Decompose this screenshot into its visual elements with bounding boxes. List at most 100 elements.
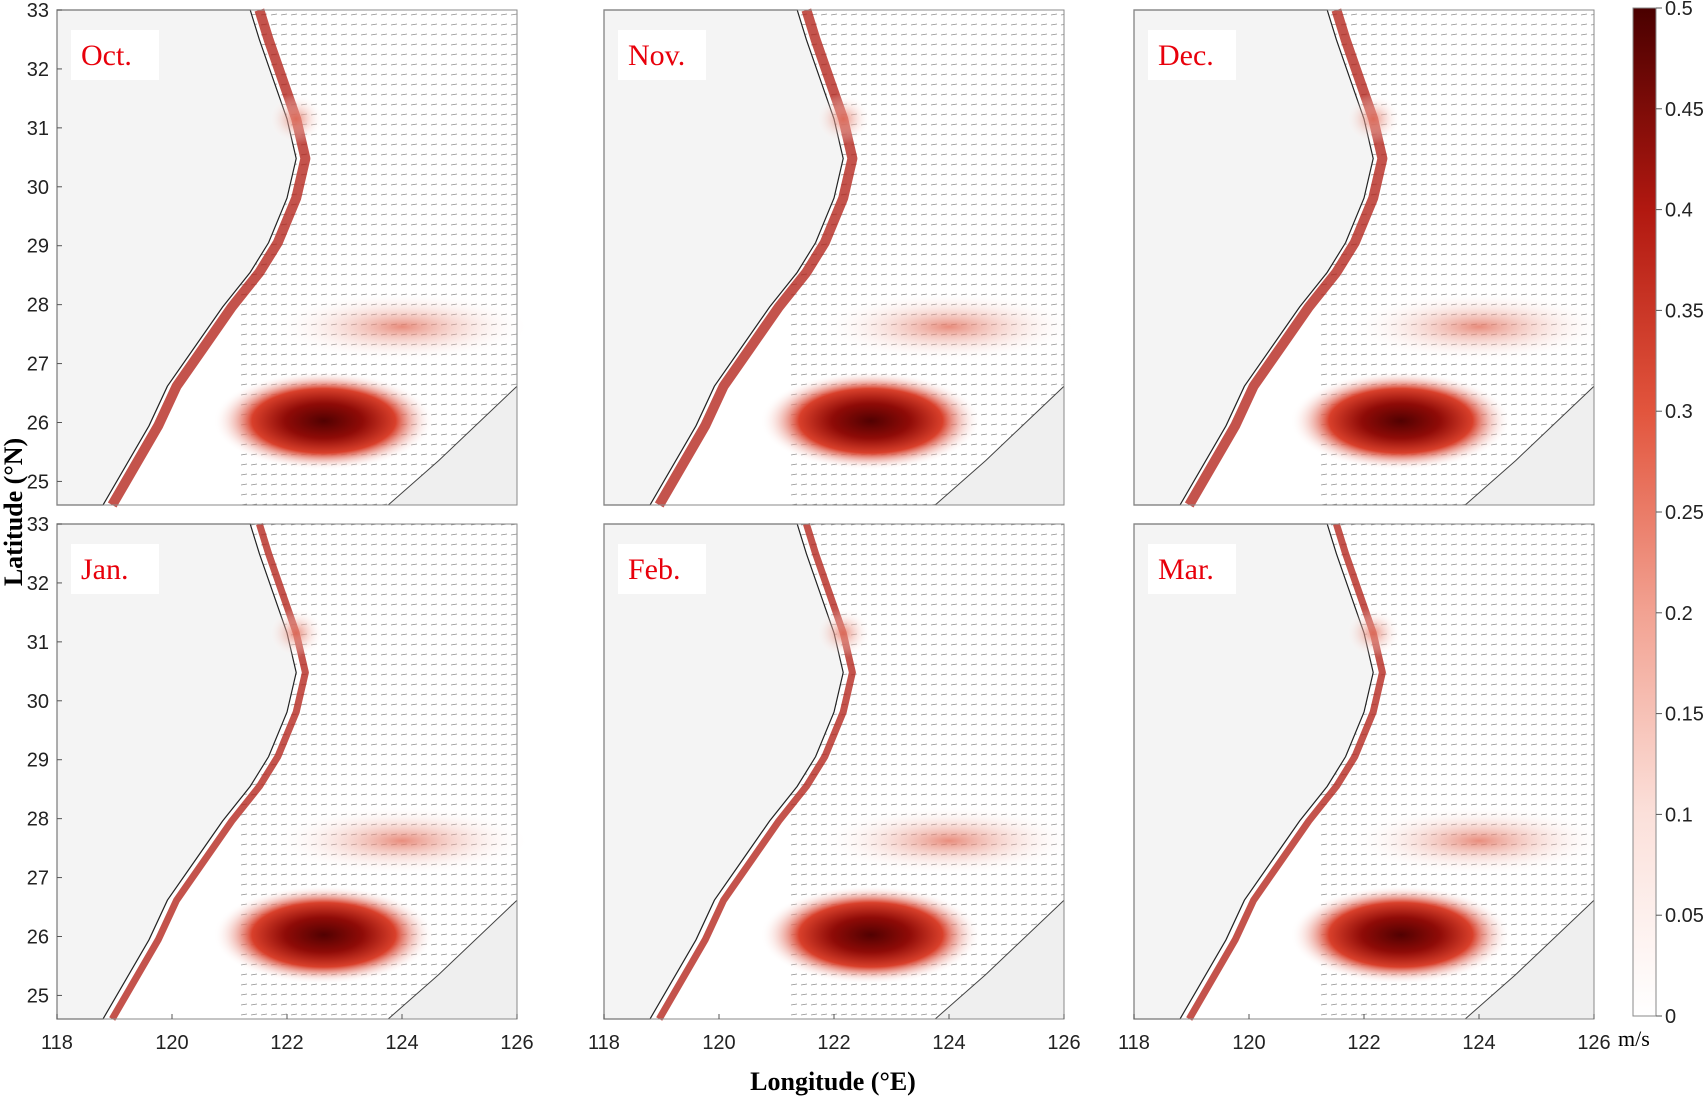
x-tick-label: 118: [41, 1032, 73, 1054]
colorbar-tick-label: 0.3: [1665, 401, 1693, 423]
land-coastline: [1133, 9, 1374, 506]
estuary-flow: [1345, 94, 1401, 144]
offshore-flow: [273, 292, 531, 362]
map-panel: Feb. 118 120 122 124 126: [588, 522, 1081, 1054]
coastal-current: [107, 8, 311, 508]
y-tick-label: 25: [27, 985, 49, 1007]
x-tick-label: 124: [385, 1032, 418, 1054]
month-label: Dec.: [1158, 39, 1214, 72]
x-tick-label: 126: [1577, 1032, 1610, 1054]
x-tick-label: 118: [1118, 1032, 1150, 1054]
y-tick-label: 28: [27, 809, 49, 831]
colorbar-tick-label: 0.5: [1665, 0, 1693, 20]
panel-frame: [56, 9, 518, 506]
panel-frame: [603, 9, 1065, 506]
colorbar-tick-label: 0.15: [1665, 704, 1704, 726]
x-tick-label: 120: [702, 1032, 735, 1054]
estuary-flow: [815, 94, 871, 144]
x-tick-label: 122: [817, 1032, 850, 1054]
y-tick-label: 27: [27, 868, 49, 890]
colorbar-tick-label: 0.25: [1665, 502, 1704, 524]
land-coastline: [1133, 523, 1374, 1020]
y-tick-label: 26: [27, 413, 49, 435]
strait-jet: [1290, 371, 1512, 471]
y-tick-label: 31: [27, 118, 49, 140]
land-coastline: [603, 523, 844, 1020]
colorbar-tick-label: 0.45: [1665, 99, 1704, 121]
colorbar-tick-label: 0.05: [1665, 905, 1704, 927]
x-tick-label: 124: [932, 1032, 965, 1054]
strait-jet: [213, 371, 435, 471]
month-label: Mar.: [1158, 553, 1214, 586]
map-panel: Oct. 33 32 31 30 29 28 27 26 25: [27, 0, 531, 508]
colorbar-tick-label: 0.35: [1665, 300, 1704, 322]
offshore-flow: [1350, 292, 1608, 362]
colorbar-tick-label: 0.1: [1665, 804, 1693, 826]
y-tick-label: 29: [27, 750, 49, 772]
y-tick-label: 32: [27, 573, 49, 595]
x-axis-title: Longitude (°E): [750, 1067, 916, 1096]
coastal-current: [656, 522, 856, 1021]
coastal-current: [109, 522, 309, 1021]
offshore-flow: [820, 292, 1078, 362]
offshore-flow: [820, 806, 1078, 876]
map-panel: Mar. 118 120 122 124 126: [1118, 522, 1611, 1054]
colorbar-tick-label: 0.4: [1665, 200, 1693, 222]
x-tick-label: 126: [1047, 1032, 1080, 1054]
land-coastline: [603, 9, 844, 506]
strait-jet: [1290, 885, 1512, 985]
month-label: Nov.: [628, 39, 685, 72]
estuary-flow: [1345, 608, 1401, 658]
colorbar-unit: m/s: [1618, 1026, 1650, 1051]
x-tick-label: 122: [270, 1032, 303, 1054]
offshore-flow: [273, 806, 531, 876]
map-panel: Dec.: [1133, 8, 1608, 508]
coastal-current: [654, 8, 858, 508]
y-tick-label: 31: [27, 632, 49, 654]
colorbar: 0.5 0.45 0.4 0.35 0.3 0.25 0.2 0.15 0.1 0.05 0 m/s: [1618, 0, 1704, 1051]
strait-jet: [760, 885, 982, 985]
x-tick-label: 120: [1232, 1032, 1265, 1054]
y-tick-label: 26: [27, 927, 49, 949]
month-label: Feb.: [628, 553, 681, 586]
y-tick-label: 27: [27, 354, 49, 376]
land-coastline: [56, 9, 297, 506]
coastal-current: [1184, 8, 1388, 508]
land-coastline: [56, 523, 297, 1020]
month-label-box: [71, 544, 159, 594]
month-label: Jan.: [81, 553, 129, 586]
month-label-box: [71, 30, 159, 80]
colorbar-tick-label: 0: [1665, 1006, 1676, 1028]
x-tick-label: 118: [588, 1032, 620, 1054]
x-tick-label: 122: [1347, 1032, 1380, 1054]
y-tick-label: 32: [27, 59, 49, 81]
month-label-box: [618, 544, 706, 594]
estuary-flow: [268, 608, 324, 658]
month-label: Oct.: [81, 39, 132, 72]
month-label-box: [618, 30, 706, 80]
y-tick-label: 28: [27, 295, 49, 317]
colorbar-tick-label: 0.2: [1665, 603, 1693, 625]
month-label-box: [1148, 30, 1236, 80]
y-tick-label: 30: [27, 691, 49, 713]
panel-frame: [1133, 9, 1595, 506]
estuary-flow: [815, 608, 871, 658]
x-tick-label: 120: [155, 1032, 188, 1054]
y-tick-label: 33: [27, 514, 49, 536]
month-label-box: [1148, 544, 1236, 594]
coastal-current: [1186, 522, 1386, 1021]
y-tick-label: 29: [27, 236, 49, 258]
x-tick-label: 124: [1462, 1032, 1495, 1054]
map-panel: Jan. 33 32 31 30 29 28 27 26 25 118 120 122 124 126: [27, 514, 534, 1054]
y-tick-label: 33: [27, 0, 49, 22]
y-axis-title: Latitude (°N): [0, 438, 28, 586]
estuary-flow: [268, 94, 324, 144]
y-tick-label: 25: [27, 471, 49, 493]
strait-jet: [760, 371, 982, 471]
y-tick-label: 30: [27, 177, 49, 199]
x-tick-label: 126: [500, 1032, 533, 1054]
strait-jet: [213, 885, 435, 985]
map-panel: Nov.: [603, 8, 1078, 508]
offshore-flow: [1350, 806, 1608, 876]
